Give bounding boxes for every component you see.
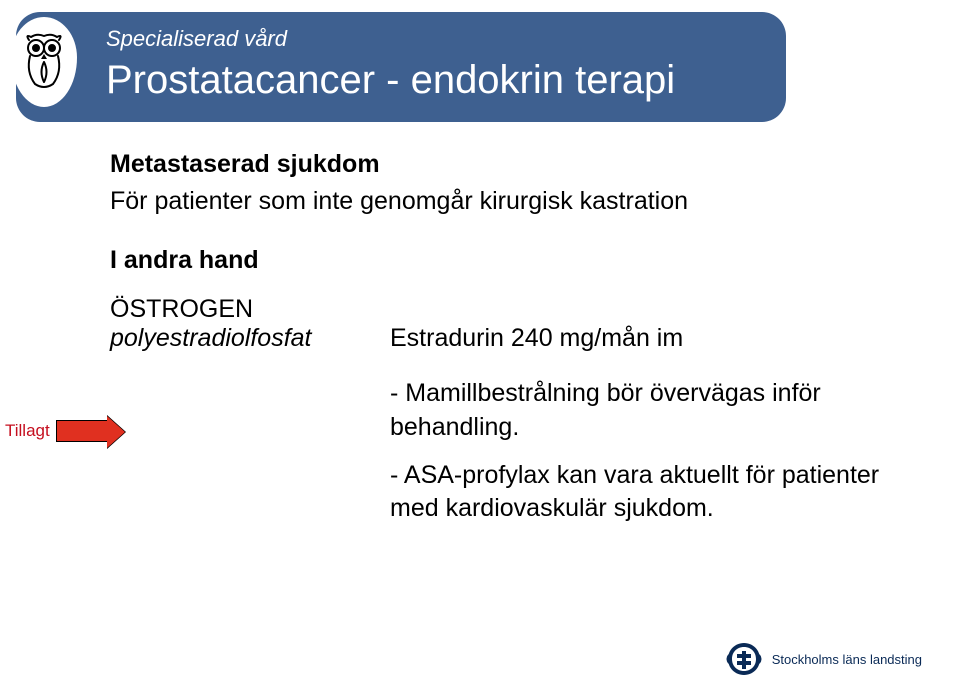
subtext-patients: För patienter som inte genomgår kirurgis… — [110, 187, 900, 216]
content-area: Metastaserad sjukdom För patienter som i… — [110, 150, 900, 540]
drug-category: ÖSTROGEN — [110, 295, 900, 324]
owl-icon — [11, 17, 77, 107]
tag-label: Tillagt — [5, 421, 50, 441]
bullet-1: - Mamillbestrålning bör övervägas inför … — [390, 377, 900, 445]
drug-dose: Estradurin 240 mg/mån im — [390, 324, 683, 353]
drug-row: polyestradiolfosfat Estradurin 240 mg/må… — [110, 324, 900, 353]
header-banner: Specialiserad vård Prostatacancer - endo… — [16, 12, 786, 122]
section-heading: I andra hand — [110, 246, 900, 275]
added-tag: Tillagt — [5, 420, 108, 442]
arrow-icon — [56, 420, 108, 442]
sll-logo-icon — [724, 640, 764, 680]
header-title: Prostatacancer - endokrin terapi — [106, 58, 760, 103]
footer-logo: Stockholms läns landsting — [724, 640, 922, 680]
drug-name: polyestradiolfosfat — [110, 324, 390, 353]
bullet-block: - Mamillbestrålning bör övervägas inför … — [390, 377, 900, 526]
footer-text: Stockholms läns landsting — [772, 653, 922, 668]
bullet-2: - ASA-profylax kan vara aktuellt för pat… — [390, 459, 900, 527]
heading-metastaserad: Metastaserad sjukdom — [110, 150, 900, 179]
header-subtitle: Specialiserad vård — [106, 26, 760, 52]
